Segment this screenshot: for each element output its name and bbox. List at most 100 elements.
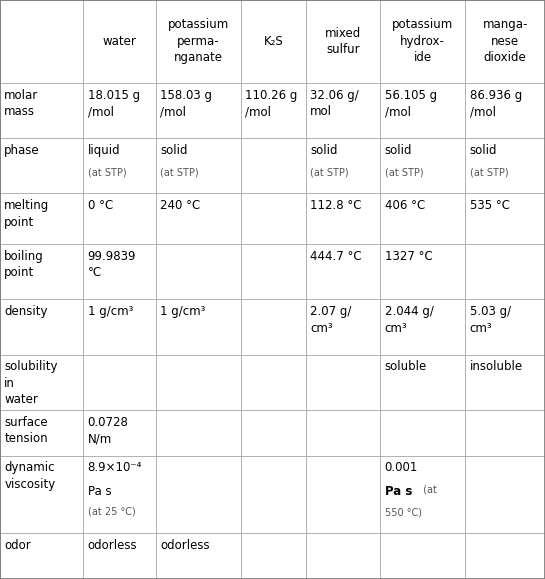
Bar [83, 533, 156, 579]
Text: manga-
nese
dioxide: manga- nese dioxide [482, 19, 528, 64]
Bar [465, 138, 545, 193]
Bar [156, 299, 241, 354]
Bar [0, 354, 83, 410]
Bar [306, 299, 380, 354]
Bar [0, 456, 83, 533]
Bar [156, 193, 241, 244]
Bar [241, 0, 306, 83]
Bar [465, 244, 545, 299]
Text: odorless: odorless [88, 539, 137, 552]
Bar [306, 533, 380, 579]
Text: melting
point: melting point [4, 199, 50, 229]
Text: potassium
perma-
nganate: potassium perma- nganate [168, 19, 229, 64]
Bar [465, 193, 545, 244]
Bar [156, 533, 241, 579]
Text: 1 g/cm³: 1 g/cm³ [88, 305, 133, 318]
Bar [306, 456, 380, 533]
Text: 99.9839
°C: 99.9839 °C [88, 250, 136, 279]
Text: solid: solid [160, 144, 188, 157]
Text: Pa s: Pa s [88, 485, 111, 498]
Bar [83, 138, 156, 193]
Text: 1 g/cm³: 1 g/cm³ [160, 305, 206, 318]
Text: 2.07 g/
cm³: 2.07 g/ cm³ [310, 305, 352, 335]
Text: 18.015 g
/mol: 18.015 g /mol [88, 89, 140, 118]
Bar [241, 410, 306, 456]
Bar [380, 299, 465, 354]
Bar [0, 410, 83, 456]
Text: (at 25 °C): (at 25 °C) [88, 507, 135, 516]
Bar [0, 299, 83, 354]
Bar [241, 299, 306, 354]
Bar [380, 456, 465, 533]
Text: odorless: odorless [160, 539, 210, 552]
Text: boiling
point: boiling point [4, 250, 44, 279]
Bar [380, 193, 465, 244]
Text: phase: phase [4, 144, 40, 157]
Text: (at STP): (at STP) [88, 167, 126, 177]
Text: 0.0728
N/m: 0.0728 N/m [88, 416, 129, 445]
Bar [241, 354, 306, 410]
Text: 0 °C: 0 °C [88, 199, 113, 212]
Bar [241, 456, 306, 533]
Bar [380, 244, 465, 299]
Text: Pa s: Pa s [385, 485, 412, 498]
Bar [83, 456, 156, 533]
Bar [156, 354, 241, 410]
Bar [0, 244, 83, 299]
Text: water: water [102, 35, 137, 48]
Text: solid: solid [470, 144, 497, 157]
Bar [0, 138, 83, 193]
Text: 550 °C): 550 °C) [385, 508, 422, 518]
Bar [465, 0, 545, 83]
Text: (at STP): (at STP) [470, 167, 508, 177]
Text: odor: odor [4, 539, 31, 552]
Text: 2.044 g/
cm³: 2.044 g/ cm³ [385, 305, 434, 335]
Text: (at: (at [420, 485, 437, 494]
Text: 0.001: 0.001 [385, 461, 418, 474]
Text: surface
tension: surface tension [4, 416, 48, 445]
Bar [465, 354, 545, 410]
Bar [380, 354, 465, 410]
Bar [306, 138, 380, 193]
Bar [156, 138, 241, 193]
Bar [83, 410, 156, 456]
Text: 8.9×10⁻⁴: 8.9×10⁻⁴ [88, 461, 142, 474]
Bar [241, 193, 306, 244]
Bar [83, 354, 156, 410]
Bar [306, 83, 380, 138]
Bar [241, 533, 306, 579]
Bar [156, 83, 241, 138]
Text: (at STP): (at STP) [160, 167, 199, 177]
Bar [156, 244, 241, 299]
Bar [465, 533, 545, 579]
Bar [380, 533, 465, 579]
Text: insoluble: insoluble [470, 360, 523, 373]
Bar [156, 410, 241, 456]
Text: 406 °C: 406 °C [385, 199, 425, 212]
Bar [83, 244, 156, 299]
Text: solubility
in
water: solubility in water [4, 360, 58, 406]
Bar [306, 193, 380, 244]
Bar [465, 456, 545, 533]
Bar [465, 83, 545, 138]
Bar [241, 83, 306, 138]
Bar [83, 0, 156, 83]
Bar [380, 83, 465, 138]
Bar [0, 533, 83, 579]
Text: solid: solid [385, 144, 412, 157]
Text: soluble: soluble [385, 360, 427, 373]
Text: 444.7 °C: 444.7 °C [310, 250, 362, 263]
Text: 535 °C: 535 °C [470, 199, 510, 212]
Text: 5.03 g/
cm³: 5.03 g/ cm³ [470, 305, 511, 335]
Bar [156, 456, 241, 533]
Text: (at STP): (at STP) [310, 167, 349, 177]
Bar [0, 0, 83, 83]
Bar [83, 299, 156, 354]
Bar [306, 244, 380, 299]
Text: density: density [4, 305, 48, 318]
Text: 112.8 °C: 112.8 °C [310, 199, 362, 212]
Text: liquid: liquid [88, 144, 120, 157]
Text: 110.26 g
/mol: 110.26 g /mol [245, 89, 298, 118]
Bar [83, 193, 156, 244]
Text: K₂S: K₂S [263, 35, 283, 48]
